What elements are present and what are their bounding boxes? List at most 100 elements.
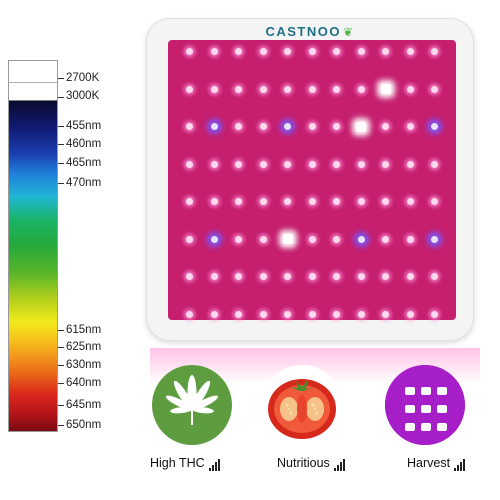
red-led xyxy=(186,273,193,280)
tick-mark xyxy=(58,183,64,184)
spectrum-label: 455nm xyxy=(66,120,102,132)
red-led xyxy=(333,123,340,130)
red-led xyxy=(308,160,316,168)
feature-caption-thc: High THC xyxy=(150,456,221,471)
red-led xyxy=(357,310,365,318)
spectrum-label: 470nm xyxy=(66,177,102,189)
red-led xyxy=(210,85,218,93)
red-led xyxy=(259,235,267,243)
spectrum-label: 625nm xyxy=(66,341,102,353)
brand-name: CASTNOO xyxy=(265,24,341,39)
red-led xyxy=(333,48,340,55)
red-led xyxy=(406,160,414,168)
spectrum-label: 460nm xyxy=(66,138,102,150)
tick-mark xyxy=(58,78,64,79)
blue-led xyxy=(431,123,438,130)
red-led xyxy=(333,310,340,318)
red-led xyxy=(406,310,414,318)
tick-mark xyxy=(58,425,64,426)
red-led xyxy=(284,198,291,205)
spectrum-label: 2700K xyxy=(66,72,100,84)
red-led xyxy=(284,85,291,93)
red-led xyxy=(357,160,365,168)
red-led xyxy=(259,85,267,93)
red-led xyxy=(186,310,193,318)
spectrum-label: 650nm xyxy=(66,419,102,431)
red-led xyxy=(406,48,414,55)
red-led xyxy=(235,310,242,318)
signal-bars-icon xyxy=(333,457,346,471)
tick-mark xyxy=(58,97,64,98)
red-led xyxy=(382,198,389,205)
tick-mark xyxy=(58,126,64,127)
led-grow-light-panel: CASTNOO ❦ xyxy=(146,18,474,341)
red-led xyxy=(210,273,218,280)
spectrum-label: 645nm xyxy=(66,399,102,411)
blue-led xyxy=(210,123,218,130)
red-led xyxy=(406,123,414,130)
brand-logo: CASTNOO ❦ xyxy=(146,24,474,39)
red-led xyxy=(406,273,414,280)
spectrum-color-gradient xyxy=(9,101,57,431)
white-led xyxy=(356,121,366,132)
red-led xyxy=(284,48,291,55)
red-led xyxy=(284,160,291,168)
red-led xyxy=(259,160,267,168)
feature-label: Nutritious xyxy=(277,456,330,470)
red-led xyxy=(431,273,438,280)
red-led xyxy=(186,123,193,130)
red-led xyxy=(406,235,414,243)
spectrum-3000k-band xyxy=(9,83,57,101)
red-led xyxy=(357,85,365,93)
red-led xyxy=(333,160,340,168)
grow-light-icon xyxy=(385,365,465,445)
red-led xyxy=(431,160,438,168)
red-led xyxy=(210,160,218,168)
tick-mark xyxy=(58,405,64,406)
red-led xyxy=(357,198,365,205)
spectrum-label: 615nm xyxy=(66,324,102,336)
red-led xyxy=(210,310,218,318)
red-led xyxy=(431,85,438,93)
red-led xyxy=(333,235,340,243)
blue-led xyxy=(210,235,218,243)
red-led xyxy=(308,85,316,93)
red-led xyxy=(382,310,389,318)
red-led xyxy=(333,198,340,205)
red-led xyxy=(235,198,242,205)
red-led xyxy=(308,198,316,205)
red-led xyxy=(186,85,193,93)
red-led xyxy=(382,273,389,280)
leaf-icon: ❦ xyxy=(342,25,355,39)
spectrum-label: 465nm xyxy=(66,157,102,169)
red-led xyxy=(333,85,340,93)
red-led xyxy=(357,48,365,55)
red-led xyxy=(259,48,267,55)
red-led xyxy=(235,160,242,168)
red-led xyxy=(186,235,193,243)
red-led xyxy=(235,85,242,93)
red-led xyxy=(186,160,193,168)
red-led xyxy=(431,198,438,205)
red-led xyxy=(308,310,316,318)
red-led xyxy=(406,85,414,93)
red-led xyxy=(235,273,242,280)
red-led xyxy=(186,48,193,55)
signal-bars-icon xyxy=(208,457,221,471)
blue-led xyxy=(431,235,438,243)
tick-mark xyxy=(58,365,64,366)
signal-bars-icon xyxy=(454,457,466,471)
red-led xyxy=(406,198,414,205)
red-led xyxy=(357,273,365,280)
feature-caption-nutritious: Nutritious xyxy=(277,456,346,471)
tomato-icon xyxy=(262,365,342,445)
red-led xyxy=(308,235,316,243)
red-led xyxy=(382,235,389,243)
led-board xyxy=(168,40,456,320)
red-led xyxy=(235,48,242,55)
red-led xyxy=(210,48,218,55)
red-led xyxy=(235,235,242,243)
blue-led xyxy=(357,235,365,243)
white-led xyxy=(380,84,391,94)
red-led xyxy=(259,310,267,318)
